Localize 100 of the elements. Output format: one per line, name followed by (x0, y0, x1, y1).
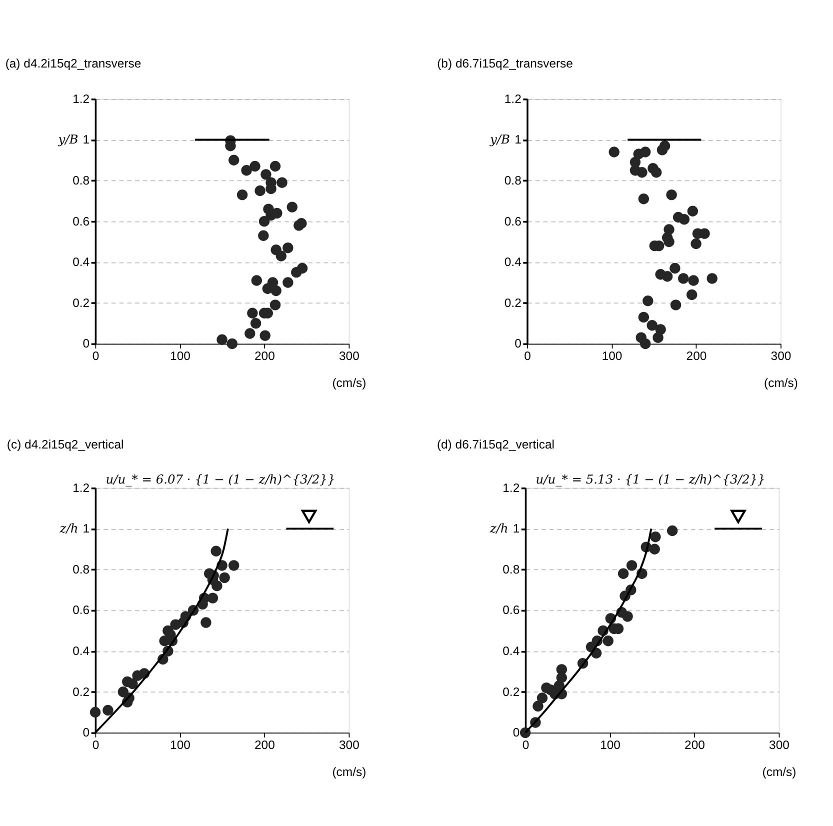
point (170, 619, 181, 630)
y-tick-label: 1 (82, 522, 90, 536)
point (219, 572, 230, 584)
point (276, 250, 287, 262)
point (652, 332, 664, 343)
x-axis-title: (cm/s) (332, 764, 366, 779)
point (226, 338, 238, 350)
x-tick-label: 0 (92, 348, 100, 363)
y-tick-label: 1.2 (502, 480, 520, 495)
point (649, 544, 660, 554)
point (282, 242, 294, 254)
x-tick-label: 100 (600, 738, 621, 752)
x-tick-label: 200 (684, 738, 706, 752)
point (296, 218, 307, 229)
chart-title: (b) d6.7i15q2_transverse (437, 56, 574, 70)
x-axis-title: (cm/s) (332, 376, 366, 390)
y-tick-label: 1.2 (72, 92, 90, 106)
point (688, 275, 699, 286)
y-tick-label: 0.6 (504, 214, 522, 228)
point (730, 510, 746, 524)
point (626, 560, 638, 571)
point (670, 262, 680, 274)
y-tick-label: 0.6 (502, 603, 520, 618)
x-axis-title: (cm/s) (764, 376, 798, 390)
x-tick-label: 300 (339, 348, 360, 363)
x-tick-label: 300 (770, 348, 792, 363)
point (638, 194, 650, 204)
x-tick-label: 300 (769, 738, 790, 752)
point (244, 328, 256, 339)
point (666, 189, 677, 200)
text: u/u_* = 6.07 · {1 − (1 − z/h)^{3/2}} (106, 472, 336, 487)
y-tick-label: 1.2 (504, 92, 522, 106)
point (207, 592, 218, 604)
point (262, 283, 273, 294)
point (618, 568, 629, 579)
y-tick-label: 1 (82, 132, 90, 147)
y-tick-label: 0.8 (502, 562, 520, 576)
point (254, 185, 266, 196)
point (132, 670, 143, 681)
point (102, 704, 114, 716)
point (659, 140, 670, 152)
point (706, 273, 718, 284)
y-tick-label: 1 (514, 132, 522, 147)
point (200, 617, 212, 628)
point (636, 167, 648, 178)
point (210, 546, 222, 556)
point (260, 169, 272, 180)
point (664, 236, 674, 248)
point (678, 273, 689, 284)
point (260, 330, 270, 341)
y-tick-label: 0.2 (72, 296, 90, 310)
point (690, 238, 702, 250)
y-tick-label: 0 (82, 336, 90, 351)
point (554, 680, 564, 692)
point (638, 312, 650, 323)
y-axis-title: y/B (489, 132, 510, 147)
y-tick-label: 0.6 (72, 603, 90, 618)
y-tick-label: 0 (82, 726, 90, 740)
point (608, 146, 620, 158)
point (258, 216, 270, 227)
x-tick-label: 300 (339, 738, 360, 752)
point (90, 706, 101, 718)
y-tick-label: 0.4 (504, 255, 522, 270)
y-tick-label: 0.2 (502, 684, 520, 699)
x-tick-label: 200 (254, 738, 276, 752)
x-tick-label: 0 (92, 738, 100, 752)
y-tick-label: 0.4 (502, 644, 520, 658)
y-tick-label: 1 (512, 522, 520, 536)
point (286, 202, 298, 212)
x-tick-label: 100 (602, 348, 622, 363)
point (270, 160, 281, 172)
point (642, 296, 654, 306)
y-tick-label: 0.4 (72, 255, 90, 270)
point (666, 525, 678, 536)
point (282, 277, 294, 288)
y-tick-label: 0.8 (72, 562, 90, 576)
point (258, 230, 269, 241)
point (122, 676, 133, 688)
point (662, 271, 673, 282)
y-tick-label: 0.4 (72, 644, 90, 658)
point (602, 636, 614, 646)
point (646, 320, 658, 331)
y-axis-title: z/h (488, 522, 508, 536)
text: u/u_* = 5.13 · {1 − (1 − z/h)^{3/2}} (536, 472, 766, 487)
y-tick-label: 0.6 (72, 214, 90, 228)
y-tick-label: 1.2 (72, 480, 90, 495)
point (640, 338, 651, 350)
y-tick-label: 0 (514, 336, 522, 351)
point (270, 300, 281, 310)
x-tick-label: 200 (686, 348, 707, 363)
point (276, 177, 288, 188)
y-tick-label: 0.2 (504, 296, 522, 310)
point (541, 682, 552, 694)
y-axis-title: y/B (57, 132, 78, 147)
point (247, 308, 258, 318)
point (251, 275, 262, 286)
point (250, 318, 262, 329)
point (650, 167, 662, 178)
point (236, 189, 248, 200)
y-axis-title: z/h (58, 522, 78, 536)
